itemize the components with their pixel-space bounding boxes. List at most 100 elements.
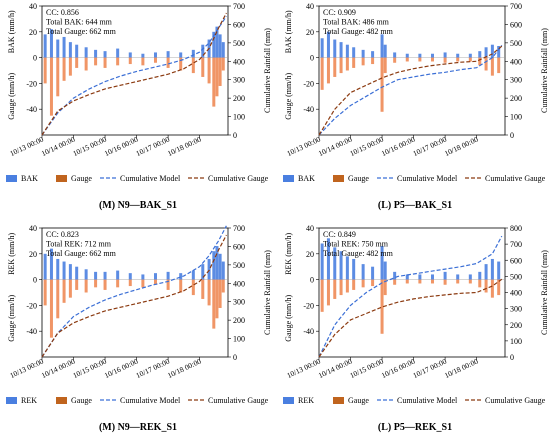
y-tick-label-right: 100 xyxy=(510,337,522,346)
y-tick-label-right: 700 xyxy=(233,224,245,233)
y-tick-label-left: 40 xyxy=(29,2,37,11)
cumulative-model-line xyxy=(41,15,227,136)
y-tick-label-left: -20 xyxy=(303,301,314,310)
model-bar xyxy=(443,271,447,280)
gauge-bar xyxy=(221,57,225,71)
gauge-bar xyxy=(490,57,494,76)
model-bar xyxy=(128,273,132,280)
y-tick-label-left: -40 xyxy=(303,105,314,114)
model-bar xyxy=(62,261,66,280)
gauge-bar xyxy=(393,279,397,285)
model-bar xyxy=(333,247,337,280)
y-tick-label-right: 700 xyxy=(510,2,522,11)
ylabel-gauge: Gauge (mm/h) xyxy=(284,73,293,120)
y-tick-label-right: 300 xyxy=(233,298,245,307)
gauge-bar xyxy=(320,57,324,90)
legend-model-patch xyxy=(283,175,294,182)
gauge-bar xyxy=(484,57,488,71)
cumulative-gauge-line xyxy=(41,234,227,358)
gauge-bar xyxy=(103,57,107,68)
gauge-bar xyxy=(443,57,447,63)
gauge-bar xyxy=(418,57,422,62)
model-bar xyxy=(215,246,219,280)
model-bar xyxy=(456,274,460,280)
x-tick-label: 10/15 00:00 xyxy=(348,135,385,158)
stats-line: Total REK: 712 mm xyxy=(46,240,112,249)
legend-label: Cumulative Model xyxy=(397,396,458,405)
legend-label: Cumulative Gauge xyxy=(485,396,546,405)
model-bar xyxy=(490,44,494,58)
panel-caption: (L) P5—BAK_S1 xyxy=(378,200,452,211)
x-tick-label: 10/17 00:00 xyxy=(411,135,448,158)
y-tick-label-left: -40 xyxy=(26,327,37,336)
gauge-bar xyxy=(141,279,145,288)
gauge-bar xyxy=(49,279,53,338)
gauge-bar xyxy=(128,57,132,65)
gauge-bar xyxy=(371,57,375,65)
x-tick-label: 10/16 00:00 xyxy=(103,357,140,380)
model-bar xyxy=(497,261,501,280)
y-tick-label-right: 400 xyxy=(233,57,245,66)
x-tick-label: 10/15 00:00 xyxy=(71,357,108,380)
y-tick-label-right: 0 xyxy=(233,131,237,140)
gauge-bar xyxy=(75,57,79,68)
gauge-bar xyxy=(201,57,205,77)
gauge-bar xyxy=(393,57,397,63)
y-tick-label-right: 200 xyxy=(233,94,245,103)
gauge-bar xyxy=(43,57,47,84)
gauge-bar xyxy=(94,279,98,288)
y-tick-label-left: 20 xyxy=(29,28,37,37)
gauge-bar xyxy=(179,279,183,293)
model-bar xyxy=(116,48,120,58)
y-tick-label-right: 300 xyxy=(510,76,522,85)
gauge-bar xyxy=(218,57,222,86)
model-bar xyxy=(221,261,225,280)
gauge-bar xyxy=(326,57,330,84)
gauge-bar xyxy=(352,279,356,290)
gauge-bar xyxy=(380,279,384,334)
y-tick-label-right: 300 xyxy=(233,76,245,85)
legend-label: Cumulative Model xyxy=(120,174,181,183)
y-tick-label-right: 0 xyxy=(510,353,514,362)
stats-line: Total BAK: 486 mm xyxy=(323,18,390,27)
gauge-bar xyxy=(218,279,222,308)
x-tick-label: 10/16 00:00 xyxy=(380,135,417,158)
model-bar xyxy=(484,264,488,280)
gauge-bar xyxy=(84,279,88,293)
model-bar xyxy=(128,52,132,58)
model-bar xyxy=(56,39,60,58)
model-bar xyxy=(497,45,501,58)
y-tick-label-right: 400 xyxy=(510,289,522,298)
model-bar xyxy=(116,270,120,280)
gauge-bar xyxy=(484,279,488,293)
y-tick-label-left: -20 xyxy=(26,79,37,88)
gauge-bar xyxy=(207,57,211,84)
y-tick-label-left: 40 xyxy=(306,224,314,233)
stats-line: Total Gauge: 482 mm xyxy=(323,249,394,258)
model-bar xyxy=(361,264,365,280)
model-bar xyxy=(339,42,343,58)
model-bar xyxy=(212,31,216,58)
x-tick-label: 10/15 00:00 xyxy=(348,357,385,380)
x-tick-label: 10/13 00:00 xyxy=(8,135,45,158)
y-tick-label-right: 600 xyxy=(510,256,522,265)
model-bar xyxy=(326,238,330,280)
gauge-bar xyxy=(380,57,384,112)
model-bar xyxy=(201,44,205,58)
legend-gauge-patch xyxy=(56,175,67,182)
model-bar xyxy=(352,258,356,280)
y-tick-label-right: 500 xyxy=(510,39,522,48)
model-bar xyxy=(371,51,375,58)
model-bar xyxy=(430,53,434,58)
y-tick-label-left: -40 xyxy=(26,105,37,114)
gauge-bar xyxy=(333,57,337,77)
x-tick-label: 10/17 00:00 xyxy=(134,357,171,380)
model-bar xyxy=(345,44,349,58)
cumulative-gauge-line xyxy=(318,45,503,136)
gauge-bar xyxy=(345,57,349,71)
y-tick-label-left: 40 xyxy=(29,224,37,233)
x-tick-label: 10/13 00:00 xyxy=(8,357,45,380)
legend-label: Gauge xyxy=(348,396,369,405)
model-bar xyxy=(84,47,88,58)
